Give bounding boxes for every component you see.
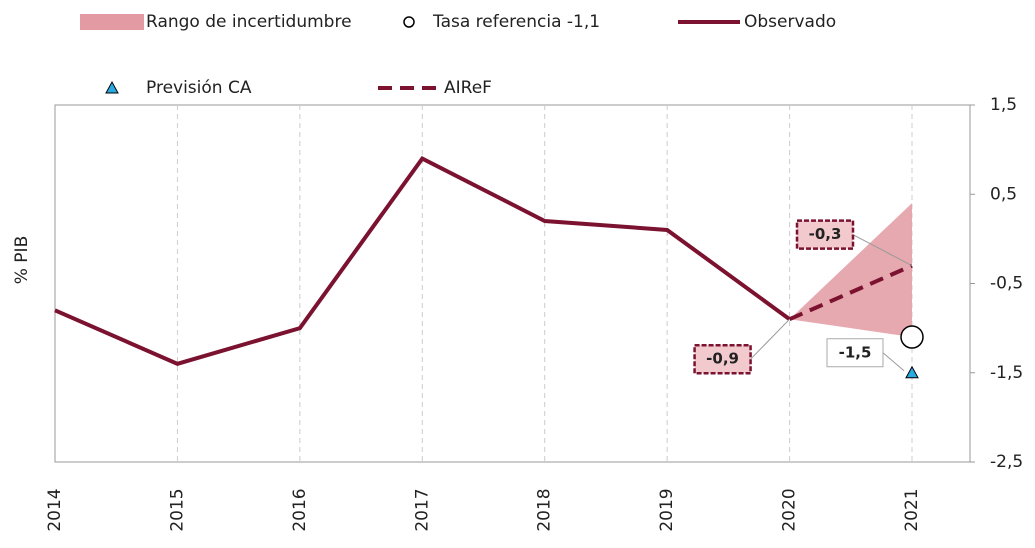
label-box [795,219,855,250]
legend-swatch [403,16,415,28]
leader-line [750,318,790,360]
forecast-marker [905,365,919,379]
x-tick-label: 2021 [902,488,922,531]
legend-label: AIReF [444,78,492,98]
observed-line [54,155,791,366]
legend-label: Rango de incertidumbre [146,12,352,32]
leader-line [852,234,913,267]
forecast-line [788,263,913,322]
legend-label: Tasa referencia -1,1 [432,12,600,32]
y-axis-label: % PIB [12,236,32,285]
legend-swatch [80,14,144,30]
x-tick-label: 2016 [290,488,310,531]
uncertainty-area [789,203,912,338]
legend-swatch [105,80,119,94]
x-tick-label: 2014 [45,488,65,531]
data-label: -1,5 [839,343,872,361]
x-tick-label: 2015 [167,488,187,531]
x-tick-label: 2020 [780,488,800,531]
legend-label: Observado [744,12,836,32]
x-tick-label: 2017 [412,488,432,531]
leader-line [882,352,905,372]
y-tick-label: 1,5 [990,95,1017,115]
data-label: -0,9 [706,350,739,368]
y-tick-label: -2,5 [990,452,1023,472]
data-label: -0,3 [809,225,842,243]
label-box [826,338,884,368]
y-tick-label: 0,5 [990,184,1017,204]
legend-label: Previsión CA [146,78,252,98]
label-box [693,343,752,375]
y-tick-label: -0,5 [990,274,1023,294]
y-tick-label: -1,5 [990,363,1023,383]
x-tick-label: 2018 [535,488,555,531]
x-tick-label: 2019 [657,488,677,531]
reference-marker [900,325,924,349]
